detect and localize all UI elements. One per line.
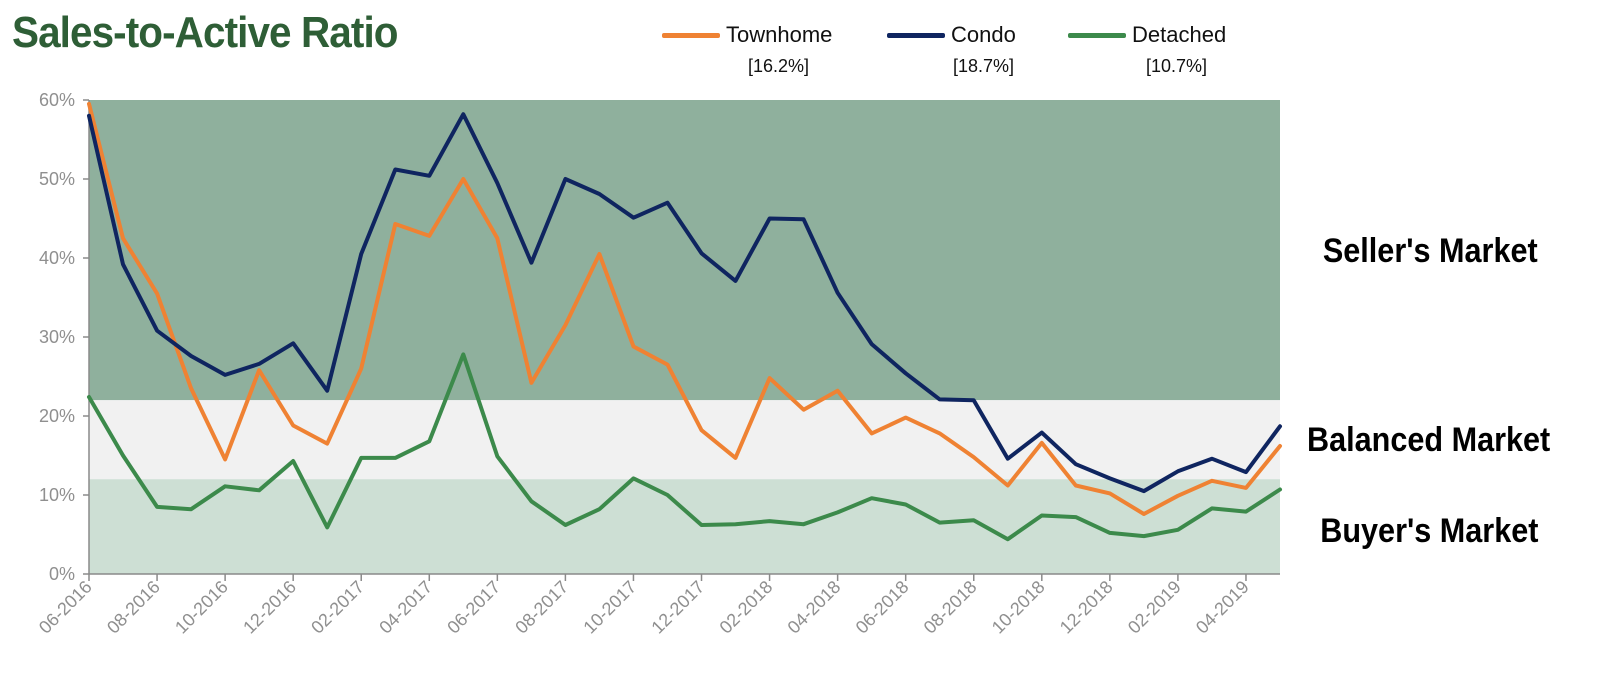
x-tick-label: 04-2019 (1192, 577, 1253, 638)
legend-item-condo: Condo [18.7%] (887, 22, 1016, 77)
x-tick-label: 08-2018 (920, 577, 981, 638)
legend-label-condo: Condo (951, 22, 1016, 47)
x-tick-label: 10-2016 (171, 577, 232, 638)
x-tick-label: 02-2017 (307, 577, 368, 638)
legend-item-townhome: Townhome [16.2%] (662, 22, 832, 77)
y-tick-label: 60% (39, 90, 75, 110)
x-tick-label: 08-2017 (511, 577, 572, 638)
y-tick-label: 10% (39, 485, 75, 505)
x-tick-label: 02-2019 (1124, 577, 1185, 638)
legend-swatch-condo (887, 32, 945, 38)
legend-label-townhome: Townhome (726, 22, 833, 47)
series-line-townhome (87, 101, 1282, 516)
zone-label-buyer: Buyer's Market (1319, 512, 1538, 550)
series-line-condo (87, 112, 1282, 494)
zone-band-2 (89, 479, 1280, 574)
x-tick-label: 10-2017 (579, 577, 640, 638)
legend-value-townhome: [16.2%] (748, 56, 810, 76)
y-tick-label: 30% (39, 327, 75, 347)
legend-swatch-townhome (662, 32, 720, 38)
x-tick-label: 06-2018 (852, 577, 913, 638)
x-tick-label: 12-2017 (647, 577, 708, 638)
x-tick-label: 06-2017 (443, 577, 504, 638)
zone-label-balanced: Balanced Market (1306, 421, 1550, 459)
y-tick-label: 40% (39, 248, 75, 268)
y-tick-label: 0% (49, 564, 75, 584)
x-tick-label: 02-2018 (716, 577, 777, 638)
x-tick-label: 12-2016 (239, 577, 300, 638)
x-tick-label: 12-2018 (1056, 577, 1117, 638)
legend-item-detached: Detached [10.7%] (1068, 22, 1226, 77)
y-tick-label: 20% (39, 406, 75, 426)
y-tick-label: 50% (39, 169, 75, 189)
legend-label-detached: Detached (1132, 22, 1227, 47)
zone-label-seller: Seller's Market (1323, 232, 1538, 270)
x-tick-label: 04-2018 (784, 577, 845, 638)
series-line-detached (87, 352, 1282, 542)
legend-value-condo: [18.7%] (953, 56, 1015, 76)
x-tick-label: 04-2017 (375, 577, 436, 638)
zone-band-1 (89, 400, 1280, 480)
zone-band-0 (89, 100, 1280, 401)
x-tick-label: 08-2016 (103, 577, 164, 638)
x-tick-label: 10-2018 (988, 577, 1049, 638)
x-tick-label: 06-2016 (35, 577, 96, 638)
legend-value-detached: [10.7%] (1146, 56, 1208, 76)
legend-swatch-detached (1068, 32, 1126, 38)
chart-title: Sales-to-Active Ratio (12, 8, 399, 57)
